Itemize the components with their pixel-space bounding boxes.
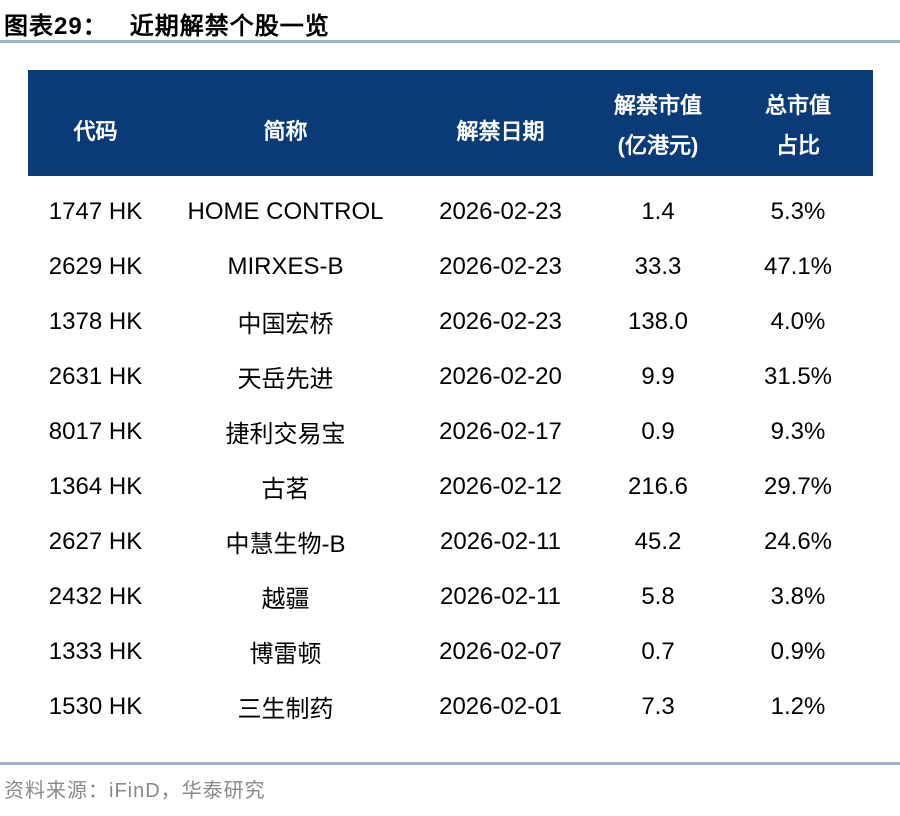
header-unlock-value-line1: 解禁市值	[613, 93, 702, 118]
cell-value: 33.3	[634, 252, 682, 280]
figure-title: 图表29： 近期解禁个股一览	[4, 6, 330, 41]
figure-title-text: 近期解禁个股一览	[129, 13, 330, 40]
cell-pct: 4.0%	[770, 307, 826, 335]
cell-pct: 47.1%	[763, 252, 833, 280]
cell-code: 1364 HK	[48, 472, 143, 500]
cell-pct: 0.9%	[770, 637, 826, 665]
table-row: 2627 HK 中慧生物-B 2026-02-11 45.2 24.6%	[28, 514, 873, 569]
header-cell-unlock-value: 解禁市值 (亿港元)	[593, 70, 723, 176]
table-row: 1333 HK 博雷顿 2026-02-07 0.7 0.9%	[28, 624, 873, 679]
cell-code: 8017 HK	[48, 417, 143, 445]
table-header-row: 代码 简称 解禁日期 解禁市值 (亿港元) 总市值 占比	[28, 70, 873, 176]
header-cell-name: 简称	[263, 119, 308, 144]
cell-value: 9.9	[641, 362, 675, 390]
cell-value: 5.8	[641, 582, 675, 610]
cell-code: 2432 HK	[48, 582, 143, 610]
header-cell-unlock-date: 解禁日期	[456, 119, 545, 144]
cell-code: 1333 HK	[48, 637, 143, 665]
cell-name: 天岳先进	[237, 366, 334, 393]
cell-value: 138.0	[627, 307, 689, 335]
cell-name: 中慧生物-B	[225, 531, 346, 558]
cell-value: 1.4	[641, 197, 675, 225]
cell-code: 2627 HK	[48, 527, 143, 555]
cell-date: 2026-02-11	[440, 527, 561, 555]
footer-divider-line	[0, 762, 900, 765]
header-total-mv-pct-line2: 占比	[775, 133, 820, 158]
table-row: 1364 HK 古茗 2026-02-12 216.6 29.7%	[28, 459, 873, 514]
header-cell-total-mv-pct: 总市值 占比	[723, 70, 873, 176]
cell-value: 7.3	[641, 692, 675, 720]
table-row: 2629 HK MIRXES-B 2026-02-23 33.3 47.1%	[28, 239, 873, 294]
cell-name: 中国宏桥	[237, 311, 334, 338]
cell-code: 1530 HK	[48, 692, 143, 720]
cell-code: 2631 HK	[48, 362, 143, 390]
cell-name: 三生制药	[237, 696, 334, 723]
cell-date: 2026-02-20	[439, 362, 562, 390]
cell-pct: 31.5%	[763, 362, 833, 390]
cell-pct: 29.7%	[763, 472, 833, 500]
cell-pct: 3.8%	[770, 582, 826, 610]
title-divider-line	[0, 40, 900, 43]
cell-date: 2026-02-01	[439, 692, 562, 720]
cell-value: 216.6	[627, 472, 689, 500]
cell-date: 2026-02-07	[439, 637, 562, 665]
table-row: 1530 HK 三生制药 2026-02-01 7.3 1.2%	[28, 679, 873, 734]
cell-name: 博雷顿	[249, 641, 322, 668]
header-unlock-value-line2: (亿港元)	[617, 133, 699, 158]
figure-number-label: 图表29：	[4, 13, 108, 40]
cell-value: 0.7	[641, 637, 675, 665]
data-source-note: 资料来源：iFinD，华泰研究	[4, 780, 266, 802]
cell-date: 2026-02-11	[440, 582, 561, 610]
unlock-stocks-table: 代码 简称 解禁日期 解禁市值 (亿港元) 总市值 占比 1747 HK HOM…	[28, 70, 873, 734]
header-total-mv-pct-line1: 总市值	[764, 93, 831, 118]
cell-name: MIRXES-B	[227, 252, 344, 280]
cell-pct: 5.3%	[770, 197, 826, 225]
cell-code: 2629 HK	[48, 252, 143, 280]
table-row: 1378 HK 中国宏桥 2026-02-23 138.0 4.0%	[28, 294, 873, 349]
table-row: 2631 HK 天岳先进 2026-02-20 9.9 31.5%	[28, 349, 873, 404]
table-row: 2432 HK 越疆 2026-02-11 5.8 3.8%	[28, 569, 873, 624]
cell-code: 1378 HK	[48, 307, 143, 335]
table-row: 1747 HK HOME CONTROL 2026-02-23 1.4 5.3%	[28, 184, 873, 239]
cell-name: 古茗	[261, 476, 310, 503]
cell-date: 2026-02-17	[439, 417, 562, 445]
cell-value: 0.9	[641, 417, 675, 445]
table-body: 1747 HK HOME CONTROL 2026-02-23 1.4 5.3%…	[28, 176, 873, 734]
cell-date: 2026-02-23	[439, 197, 562, 225]
cell-name: 捷利交易宝	[225, 421, 346, 448]
cell-code: 1747 HK	[48, 197, 143, 225]
cell-name: HOME CONTROL	[187, 197, 384, 225]
header-cell-code: 代码	[73, 119, 118, 144]
cell-date: 2026-02-12	[439, 472, 562, 500]
cell-date: 2026-02-23	[439, 307, 562, 335]
cell-pct: 24.6%	[763, 527, 833, 555]
cell-pct: 9.3%	[770, 417, 826, 445]
cell-pct: 1.2%	[770, 692, 826, 720]
table-row: 8017 HK 捷利交易宝 2026-02-17 0.9 9.3%	[28, 404, 873, 459]
cell-value: 45.2	[634, 527, 682, 555]
cell-date: 2026-02-23	[439, 252, 562, 280]
cell-name: 越疆	[261, 586, 310, 613]
